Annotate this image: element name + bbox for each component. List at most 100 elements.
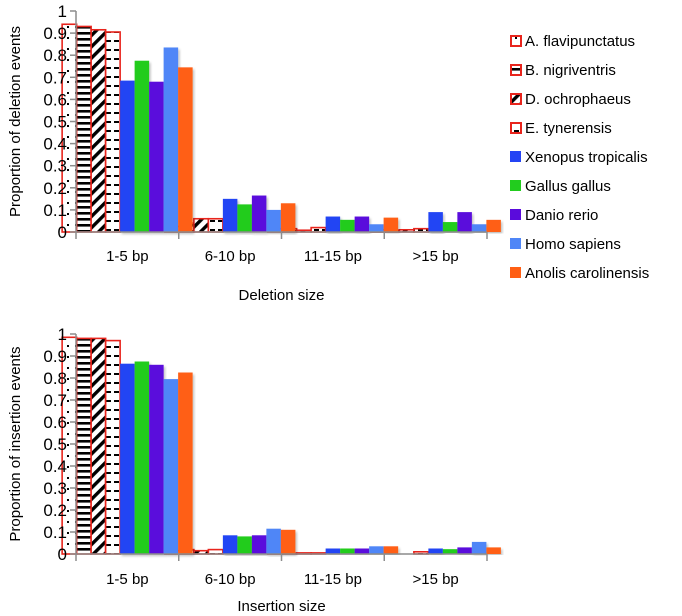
legend-swatch bbox=[510, 209, 521, 220]
bar-e-tynerensis-0 bbox=[104, 339, 121, 555]
legend-label: Gallus gallus bbox=[525, 178, 611, 195]
y-axis-label: Proportion of insertion events bbox=[7, 346, 24, 541]
bar-xenopus-tropicalis-3 bbox=[428, 548, 443, 554]
legend-item: A. flavipunctatus bbox=[510, 33, 635, 50]
x-tick-label: 1-5 bp bbox=[106, 571, 149, 588]
deletion-chart: 0 0.1 0.2 0.3 0.4 0.5 0.6 0.7 0.8 0.9 1 1-5 bp 6-10 … bbox=[7, 2, 501, 304]
bar-homo-sapiens-0 bbox=[163, 47, 179, 232]
bar-homo-sapiens-1 bbox=[266, 528, 281, 554]
legend-item: Danio rerio bbox=[510, 207, 598, 224]
legend-swatch bbox=[510, 151, 521, 162]
bar-gallus-gallus-2 bbox=[340, 548, 355, 554]
legend-item: Gallus gallus bbox=[510, 178, 611, 195]
bar-gallus-gallus-1 bbox=[237, 536, 252, 554]
bar-gallus-gallus-0 bbox=[134, 60, 150, 232]
legend-item: Anolis carolinensis bbox=[510, 265, 649, 282]
bar-e-tynerensis-1 bbox=[207, 217, 224, 233]
y-tick-label: 0.7 bbox=[43, 391, 67, 410]
y-tick-label: 0.6 bbox=[43, 90, 67, 109]
bar-xenopus-tropicalis-1 bbox=[222, 535, 238, 554]
legend-swatch bbox=[510, 267, 521, 278]
bar-homo-sapiens-2 bbox=[369, 546, 384, 554]
bar-d-ochrophaeus-0 bbox=[90, 337, 107, 555]
bar-d-ochrophaeus-0 bbox=[90, 28, 107, 233]
bar-danio-rerio-3 bbox=[457, 547, 472, 554]
bar-gallus-gallus-3 bbox=[442, 549, 458, 554]
bar-e-tynerensis-0 bbox=[104, 31, 121, 233]
legend-item: B. nigriventris bbox=[510, 62, 616, 79]
y-tick-label: 0.6 bbox=[43, 413, 67, 432]
bar-gallus-gallus-1 bbox=[237, 204, 252, 233]
y-tick-label: 0.1 bbox=[43, 201, 67, 220]
bar-xenopus-tropicalis-2 bbox=[325, 548, 341, 554]
bar-danio-rerio-0 bbox=[149, 364, 164, 554]
y-tick-label: 0.2 bbox=[43, 179, 67, 198]
y-tick-label: 0 bbox=[58, 223, 67, 242]
legend-label: Xenopus tropicalis bbox=[525, 149, 648, 166]
bar-b-nigriventris-0 bbox=[75, 337, 92, 555]
y-tick-label: 0.2 bbox=[43, 501, 67, 520]
y-tick-label: 0.4 bbox=[43, 135, 67, 154]
x-tick-label: 11-15 bp bbox=[304, 571, 362, 588]
x-tick-label: 6-10 bp bbox=[205, 248, 256, 265]
x-tick-label: 1-5 bp bbox=[106, 248, 149, 265]
bar-xenopus-tropicalis-3 bbox=[428, 212, 443, 232]
bar-anolis-carolinensis-0 bbox=[178, 372, 193, 554]
legend-item: E. tynerensis bbox=[510, 120, 612, 137]
legend-swatch bbox=[510, 238, 521, 249]
bar-b-nigriventris-0 bbox=[75, 25, 92, 233]
bar-anolis-carolinensis-1 bbox=[280, 203, 296, 232]
legend-label: Danio rerio bbox=[525, 207, 598, 224]
y-tick-label: 0 bbox=[58, 545, 67, 564]
bars bbox=[61, 23, 501, 233]
bars bbox=[61, 336, 501, 555]
bar-xenopus-tropicalis-0 bbox=[120, 363, 135, 554]
x-tick-label: >15 bp bbox=[412, 571, 458, 588]
bar-d-ochrophaeus-1 bbox=[193, 217, 210, 233]
bar-anolis-carolinensis-2 bbox=[383, 217, 399, 232]
bar-danio-rerio-0 bbox=[149, 81, 164, 232]
bar-gallus-gallus-0 bbox=[134, 361, 150, 554]
bar-homo-sapiens-0 bbox=[163, 379, 179, 554]
legend-label: Homo sapiens bbox=[525, 236, 621, 253]
y-tick-label: 0.8 bbox=[43, 46, 67, 65]
y-tick-label: 0.9 bbox=[43, 24, 67, 43]
bar-homo-sapiens-2 bbox=[369, 224, 384, 232]
bar-danio-rerio-2 bbox=[354, 216, 370, 232]
bar-gallus-gallus-2 bbox=[340, 219, 355, 232]
y-tick-label: 0.7 bbox=[43, 68, 67, 87]
bar-gallus-gallus-3 bbox=[442, 222, 458, 232]
legend-item: D. ochrophaeus bbox=[510, 91, 631, 108]
y-tick-label: 0.4 bbox=[43, 457, 67, 476]
y-tick-label: 0.1 bbox=[43, 523, 67, 542]
legend-swatch bbox=[510, 35, 522, 47]
x-axis-label: Deletion size bbox=[239, 287, 325, 304]
legend-swatch bbox=[510, 122, 522, 134]
legend: A. flavipunctatus B. nigriventris D. ochro… bbox=[510, 33, 649, 282]
y-tick-label: 1 bbox=[58, 2, 67, 21]
bar-homo-sapiens-3 bbox=[471, 541, 487, 554]
legend-label: D. ochrophaeus bbox=[525, 91, 631, 108]
bar-xenopus-tropicalis-2 bbox=[325, 216, 341, 232]
bar-danio-rerio-2 bbox=[354, 548, 370, 554]
legend-swatch bbox=[510, 180, 521, 191]
bar-danio-rerio-3 bbox=[457, 212, 472, 232]
bar-xenopus-tropicalis-1 bbox=[222, 198, 238, 232]
bar-anolis-carolinensis-3 bbox=[486, 547, 501, 554]
x-axis-label: Insertion size bbox=[237, 598, 325, 615]
y-tick-label: 0.8 bbox=[43, 369, 67, 388]
y-axis-label: Proportion of deletion events bbox=[7, 26, 24, 217]
x-tick-label: 6-10 bp bbox=[205, 571, 256, 588]
y-tick-label: 1 bbox=[58, 325, 67, 344]
y-tick-label: 0.3 bbox=[43, 479, 67, 498]
bar-homo-sapiens-1 bbox=[266, 209, 281, 232]
legend-swatch bbox=[510, 93, 522, 105]
legend-item: Xenopus tropicalis bbox=[510, 149, 648, 166]
bar-anolis-carolinensis-1 bbox=[280, 529, 296, 554]
legend-label: E. tynerensis bbox=[525, 120, 612, 137]
bar-anolis-carolinensis-3 bbox=[486, 219, 501, 232]
legend-label: A. flavipunctatus bbox=[525, 33, 635, 50]
y-tick-label: 0.5 bbox=[43, 113, 67, 132]
y-tick-label: 0.9 bbox=[43, 347, 67, 366]
